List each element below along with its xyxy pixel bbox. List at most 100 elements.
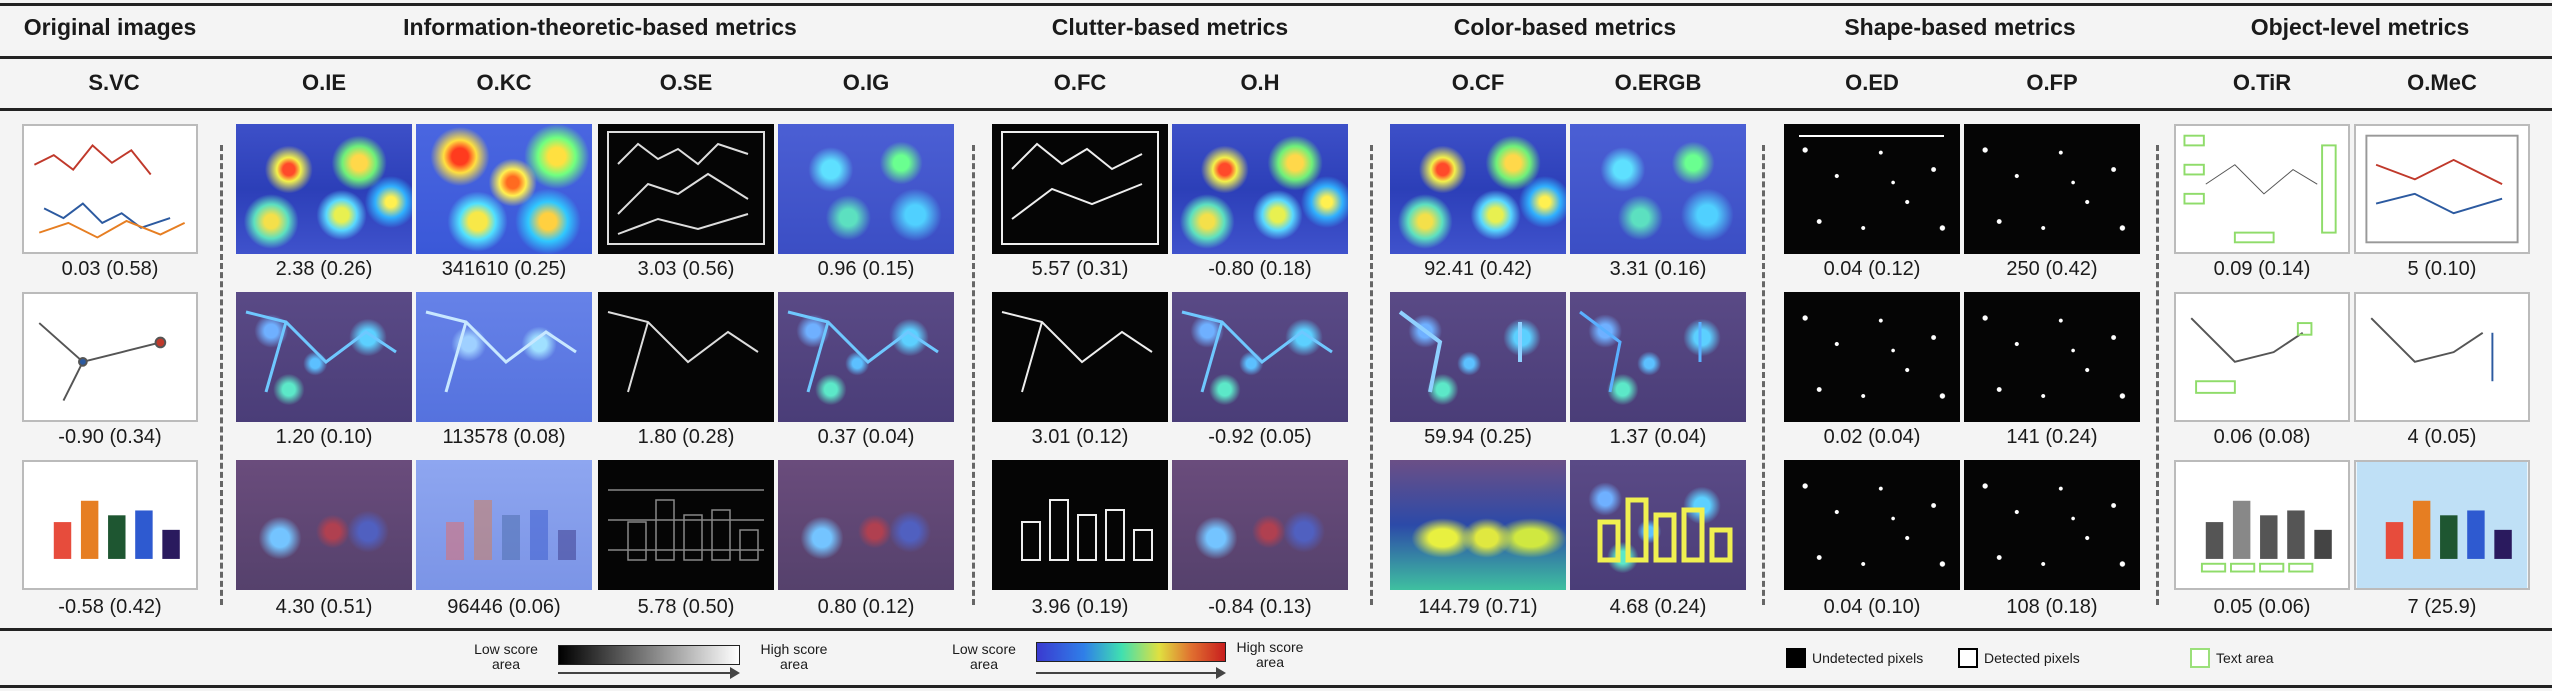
thumb-ie-1 (236, 124, 412, 254)
value-svc-1: 0.03 (0.58) (61, 258, 159, 280)
value-ie-2: 1.20 (0.10) (275, 426, 373, 448)
separator (220, 145, 223, 605)
col-kc: O.KC (476, 70, 532, 95)
col-mec: O.MeC (2407, 70, 2477, 95)
group-original: Original images (23, 14, 197, 40)
value-svc-3: -0.58 (0.42) (58, 596, 162, 618)
value-ergb-3: 4.68 (0.24) (1609, 596, 1707, 618)
value-h-3: -0.84 (0.13) (1208, 596, 1312, 618)
legend-text-area-label: Text area (2216, 650, 2274, 666)
value-ed-2: 0.02 (0.04) (1823, 426, 1921, 448)
legend-detected-swatch (1958, 648, 1978, 668)
rule-legend (0, 628, 2552, 631)
rule-subheader (0, 108, 2552, 111)
thumb-tir-1 (2174, 124, 2350, 254)
thumb-fc-1 (992, 124, 1168, 254)
legend-gray-low: Low score area (474, 641, 538, 672)
thumb-h-1 (1172, 124, 1348, 254)
thumb-ig-3 (778, 460, 954, 590)
group-shape: Shape-based metrics (1844, 14, 2076, 40)
value-h-1: -0.80 (0.18) (1208, 258, 1312, 280)
value-fc-1: 5.57 (0.31) (1031, 258, 1129, 280)
col-ie: O.IE (301, 70, 346, 95)
value-se-2: 1.80 (0.28) (637, 426, 735, 448)
value-mec-2: 4 (0.05) (2407, 426, 2477, 448)
value-cf-1: 92.41 (0.42) (1424, 258, 1532, 280)
thumb-se-1 (598, 124, 774, 254)
thumb-h-3 (1172, 460, 1348, 590)
value-tir-3: 0.05 (0.06) (2213, 596, 2311, 618)
value-fc-3: 3.96 (0.19) (1031, 596, 1129, 618)
thumb-h-2 (1172, 292, 1348, 422)
thumb-fp-2 (1964, 292, 2140, 422)
thumb-ed-1 (1784, 124, 1960, 254)
separator (2156, 145, 2159, 605)
rule-bottom (0, 685, 2552, 688)
legend-heat-low: Low score area (952, 641, 1016, 672)
legend-heat-high: High score area (1236, 639, 1304, 670)
rule-header (0, 56, 2552, 59)
legend-gray-arrow (558, 667, 740, 679)
col-se: O.SE (659, 70, 713, 95)
thumb-mec-1 (2354, 124, 2530, 254)
value-se-3: 5.78 (0.50) (637, 596, 735, 618)
thumb-ie-3 (236, 460, 412, 590)
thumb-mec-3 (2354, 460, 2530, 590)
value-ed-1: 0.04 (0.12) (1823, 258, 1921, 280)
col-svc: S.VC (88, 70, 140, 95)
value-cf-3: 144.79 (0.71) (1418, 596, 1538, 618)
value-kc-1: 341610 (0.25) (441, 258, 567, 280)
value-ig-2: 0.37 (0.04) (817, 426, 915, 448)
value-cf-2: 59.94 (0.25) (1424, 426, 1532, 448)
value-fp-3: 108 (0.18) (2006, 596, 2098, 618)
thumb-tir-2 (2174, 292, 2350, 422)
col-ergb: O.ERGB (1614, 70, 1702, 95)
col-ig: O.IG (842, 70, 890, 95)
separator (1762, 145, 1765, 605)
thumb-se-2 (598, 292, 774, 422)
legend-heat-gradient (1036, 642, 1226, 662)
legend-undetected-swatch (1786, 648, 1806, 668)
value-mec-3: 7 (25.9) (2407, 596, 2477, 618)
legend-gray-gradient (558, 645, 740, 665)
thumb-fp-1 (1964, 124, 2140, 254)
value-tir-1: 0.09 (0.14) (2213, 258, 2311, 280)
group-object: Object-level metrics (2250, 14, 2470, 40)
legend-gray-high: High score area (760, 641, 828, 672)
value-ie-1: 2.38 (0.26) (275, 258, 373, 280)
thumb-mec-2 (2354, 292, 2530, 422)
thumb-ig-1 (778, 124, 954, 254)
thumb-ergb-2 (1570, 292, 1746, 422)
thumb-cf-1 (1390, 124, 1566, 254)
legend-text-area-swatch (2190, 648, 2210, 668)
col-tir: O.TiR (2232, 70, 2292, 95)
thumb-fc-2 (992, 292, 1168, 422)
value-ergb-1: 3.31 (0.16) (1609, 258, 1707, 280)
value-kc-2: 113578 (0.08) (442, 426, 566, 448)
separator (972, 145, 975, 605)
thumb-ergb-3 (1570, 460, 1746, 590)
value-ergb-2: 1.37 (0.04) (1609, 426, 1707, 448)
rule-top (0, 3, 2552, 6)
thumb-ig-2 (778, 292, 954, 422)
value-ig-1: 0.96 (0.15) (817, 258, 915, 280)
col-h: O.H (1240, 70, 1280, 95)
value-svc-2: -0.90 (0.34) (58, 426, 162, 448)
thumb-ed-3 (1784, 460, 1960, 590)
value-mec-1: 5 (0.10) (2407, 258, 2477, 280)
value-fp-1: 250 (0.42) (2006, 258, 2098, 280)
thumb-kc-1 (416, 124, 592, 254)
value-tir-2: 0.06 (0.08) (2213, 426, 2311, 448)
thumb-fc-3 (992, 460, 1168, 590)
thumb-original-2 (22, 292, 198, 422)
value-fc-2: 3.01 (0.12) (1031, 426, 1129, 448)
col-cf: O.CF (1451, 70, 1505, 95)
legend-detected-label: Detected pixels (1984, 650, 2080, 666)
thumb-ed-2 (1784, 292, 1960, 422)
group-clutter: Clutter-based metrics (1051, 14, 1289, 40)
thumb-se-3 (598, 460, 774, 590)
thumb-tir-3 (2174, 460, 2350, 590)
thumb-ie-2 (236, 292, 412, 422)
group-information: Information-theoretic-based metrics (403, 14, 797, 40)
